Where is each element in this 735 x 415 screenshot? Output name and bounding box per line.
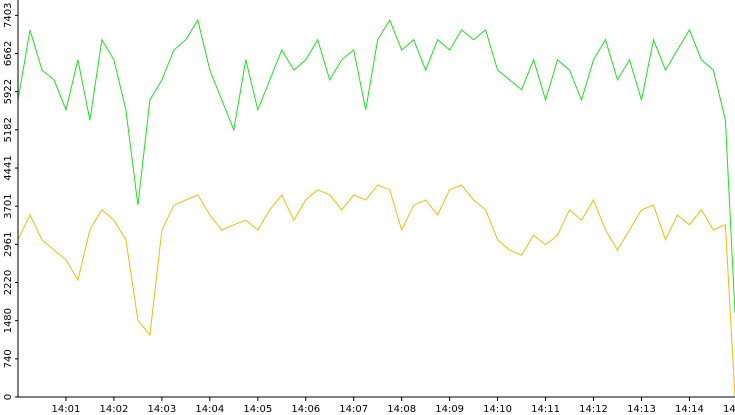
series-line	[17, 18, 735, 314]
series-line	[17, 184, 735, 398]
x-tick-label: 14:08	[387, 404, 416, 415]
x-tick-label: 14:12	[579, 404, 608, 415]
x-tick-label: 14:10	[483, 404, 512, 415]
x-tick-label: 14:14	[675, 404, 704, 415]
x-tick-label: 14:05	[243, 404, 272, 415]
x-tick-label: 14:06	[291, 404, 320, 415]
y-tick-label: 7403	[3, 3, 14, 28]
y-tick-label: 6662	[3, 41, 14, 66]
y-tick-label: 5182	[3, 117, 14, 142]
y-tick-label: 0	[3, 394, 14, 400]
x-tick-label: 14:11	[531, 404, 560, 415]
x-tick-label: 14:04	[195, 404, 224, 415]
y-tick-label: 2961	[3, 232, 14, 257]
y-tick-label: 4441	[3, 155, 14, 180]
y-tick-label: 1480	[3, 308, 14, 333]
x-tick-label: 14:02	[100, 404, 129, 415]
x-tick-label: 14:01	[52, 404, 81, 415]
x-tick-label: 14:13	[627, 404, 656, 415]
y-tick-label: 2220	[3, 270, 14, 295]
x-tick-label: 14:15	[723, 404, 735, 415]
x-tick-label: 14:03	[147, 404, 176, 415]
y-tick-label: 3701	[3, 193, 14, 218]
y-tick-label: 740	[3, 349, 14, 368]
x-tick-label: 14:09	[435, 404, 464, 415]
x-tick-label: 14:07	[339, 404, 368, 415]
y-tick-label: 5922	[3, 79, 14, 104]
